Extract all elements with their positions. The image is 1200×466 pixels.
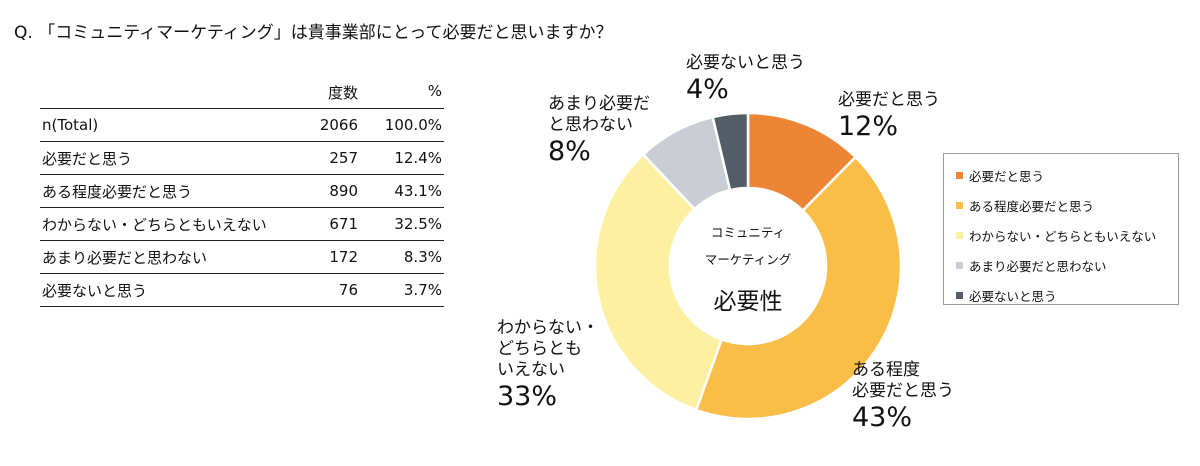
slice-label-text: と思わない <box>548 115 633 135</box>
legend-swatch <box>956 231 963 239</box>
center-text-line-1: コミュニティ <box>710 225 786 240</box>
legend-label: わからない・どちらともいえない <box>969 228 1157 244</box>
slice-label-text: わからない・ <box>497 318 599 338</box>
table-row: わからない・どちらともいえない 671 32.5% <box>40 207 444 241</box>
slice-label-5: 必要ないと思う 4% <box>686 53 805 105</box>
slice-label-percent: 43% <box>852 402 913 433</box>
legend-swatch <box>956 291 963 299</box>
row-percent: 32.5% <box>358 207 444 241</box>
slice-label-text: 必要ないと思う <box>686 53 805 73</box>
legend-label: あまり必要だと思わない <box>969 258 1107 274</box>
slice-label-text: どちらとも <box>497 339 582 359</box>
question-title: Q. 「コミュニティマーケティング」は貴事業部にとって必要だと思いますか？ <box>14 23 613 43</box>
row-count: 76 <box>288 273 358 307</box>
header-label <box>40 82 288 109</box>
legend-label: 必要だと思う <box>969 168 1045 184</box>
slice-label-percent: 33% <box>497 381 558 412</box>
table-row: n(Total) 2066 100.0% <box>40 108 444 142</box>
slice-label-text: いえない <box>497 360 565 380</box>
legend-swatch <box>956 201 963 209</box>
slice-label-percent: 4% <box>686 74 729 105</box>
legend-item: 必要ないと思う <box>944 280 1178 310</box>
header-percent: % <box>358 82 444 109</box>
table-header-row: 度数 % <box>40 82 444 109</box>
slice-label-2: ある程度 必要だと思う 43% <box>852 360 954 433</box>
row-percent: 100.0% <box>358 108 444 142</box>
legend-label: ある程度必要だと思う <box>969 198 1095 214</box>
row-label: 必要だと思う <box>40 141 288 175</box>
frequency-table: 度数 % n(Total) 2066 100.0% 必要だと思う 257 12.… <box>40 82 444 307</box>
row-percent: 8.3% <box>358 240 444 274</box>
table-row: ある程度必要だと思う 890 43.1% <box>40 174 444 208</box>
row-count: 172 <box>288 240 358 274</box>
row-percent: 12.4% <box>358 141 444 175</box>
donut-slice-5 <box>711 111 750 192</box>
legend-item: ある程度必要だと思う <box>944 190 1178 220</box>
legend-label: 必要ないと思う <box>969 288 1057 304</box>
slice-label-1: 必要だと思う 12% <box>838 90 940 142</box>
slice-label-percent: 12% <box>838 111 899 142</box>
legend: 必要だと思うある程度必要だと思うわからない・どちらともいえない あまり必要だと思わ… <box>943 153 1179 305</box>
legend-swatch <box>956 261 963 269</box>
row-count: 257 <box>288 141 358 175</box>
row-label: ある程度必要だと思う <box>40 174 288 208</box>
row-percent: 43.1% <box>358 174 444 208</box>
center-text-title: 必要性 <box>713 289 783 315</box>
row-label: あまり必要だと思わない <box>40 240 288 274</box>
row-count: 890 <box>288 174 358 208</box>
row-percent: 3.7% <box>358 273 444 307</box>
legend-swatch <box>956 171 963 179</box>
slice-label-4: あまり必要だ と思わない 8% <box>548 94 650 167</box>
row-label: わからない・どちらともいえない <box>40 207 288 241</box>
row-count: 671 <box>288 207 358 241</box>
slice-label-text: ある程度 <box>852 360 920 380</box>
row-label: n(Total) <box>40 108 288 142</box>
legend-item: わからない・どちらともいえない <box>944 220 1178 250</box>
row-label: 必要ないと思う <box>40 273 288 307</box>
slice-label-3: わからない・ どちらとも いえない 33% <box>497 318 599 412</box>
legend-item: 必要だと思う <box>944 160 1178 190</box>
table-row: あまり必要だと思わない 172 8.3% <box>40 240 444 274</box>
center-text-line-2: マーケティング <box>704 252 792 267</box>
slice-label-text: 必要だと思う <box>838 90 940 110</box>
donut-slice-3 <box>593 152 724 412</box>
table-row: 必要だと思う 257 12.4% <box>40 141 444 175</box>
table-row: 必要ないと思う 76 3.7% <box>40 273 444 307</box>
slice-label-text: あまり必要だ <box>548 94 650 114</box>
slice-label-percent: 8% <box>548 136 591 167</box>
header-count: 度数 <box>288 82 358 109</box>
legend-item: あまり必要だと思わない <box>944 250 1178 280</box>
slice-label-text: 必要だと思う <box>852 381 954 401</box>
donut-slice-2 <box>694 155 903 421</box>
row-count: 2066 <box>288 108 358 142</box>
